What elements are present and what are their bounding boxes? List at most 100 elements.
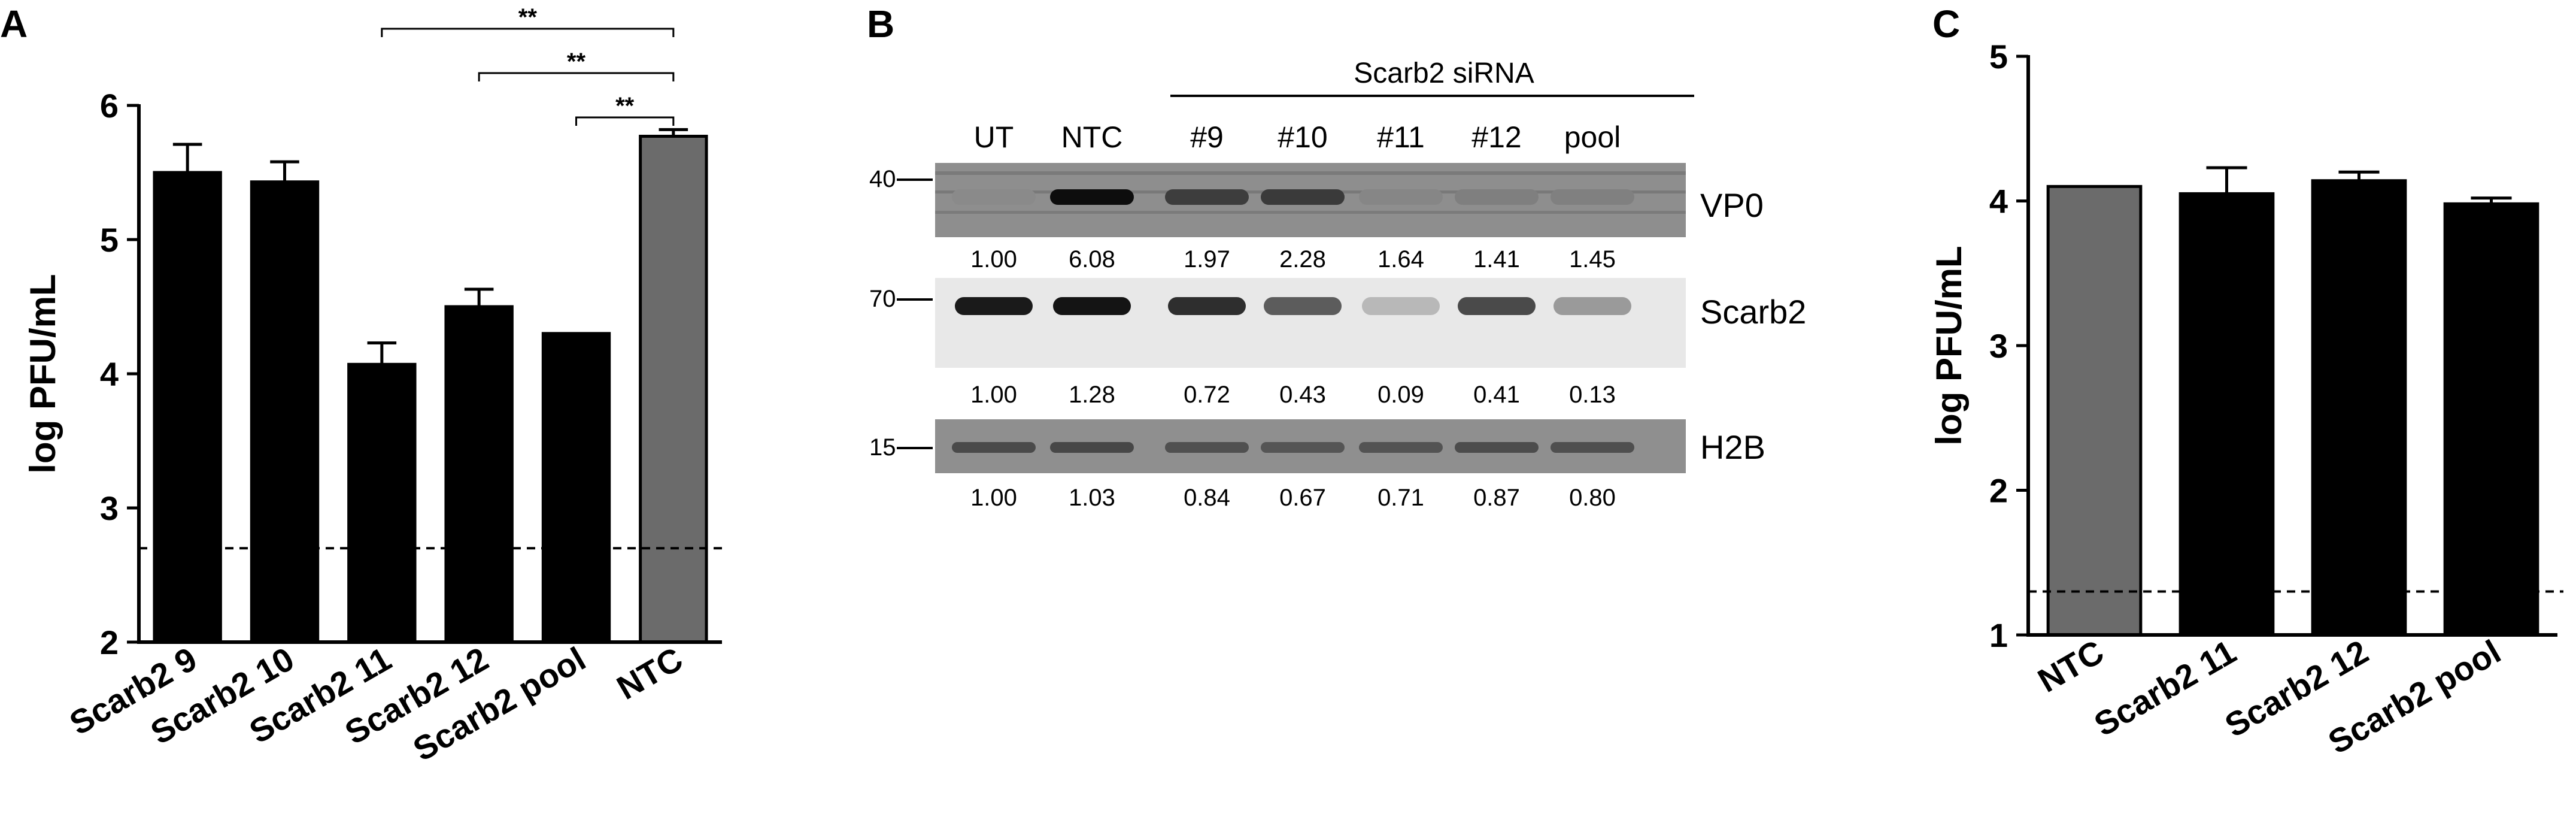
lane-label: #10 — [1278, 120, 1327, 154]
y-tick-label: 4 — [100, 355, 119, 393]
vp0-values: 1.00 6.08 1.97 2.28 1.64 1.41 1.45 — [970, 246, 1616, 273]
y-tick-label: 5 — [100, 221, 119, 259]
blot-band — [1053, 297, 1131, 315]
y-tick-label: 4 — [1989, 183, 2008, 220]
blot-name-vp0: VP0 — [1700, 186, 1764, 224]
significance-label: ** — [567, 49, 586, 75]
y-tick-label: 2 — [1989, 472, 2008, 510]
quant-value: 1.00 — [970, 485, 1017, 511]
quant-value: 0.71 — [1377, 485, 1424, 511]
blot-name-scarb2: Scarb2 — [1700, 293, 1806, 331]
category-label: NTC — [611, 640, 689, 707]
y-axis-label: log PFU/mL — [1929, 246, 1969, 445]
quant-value: 0.41 — [1473, 382, 1520, 408]
y-tick-label: 3 — [100, 489, 119, 527]
blot-scarb2 — [935, 278, 1686, 368]
y-tick-label: 5 — [1989, 38, 2008, 75]
marker-15: 15 — [869, 434, 896, 461]
quant-value: 0.67 — [1279, 485, 1326, 511]
blot-band — [1264, 297, 1342, 315]
lane-label: #11 — [1377, 120, 1425, 154]
blot-band — [1261, 189, 1345, 205]
blot-band — [955, 297, 1033, 315]
h2b-values: 1.00 1.03 0.84 0.67 0.71 0.87 0.80 — [970, 485, 1616, 511]
bar — [2443, 202, 2539, 637]
lane-label: #12 — [1471, 120, 1521, 154]
scarb2-bands — [955, 297, 1631, 315]
y-tick-label: 3 — [1989, 327, 2008, 365]
y-tick-label: 6 — [100, 87, 119, 125]
blot-band — [952, 442, 1036, 453]
bar — [444, 305, 514, 644]
blot-band — [1458, 297, 1536, 315]
significance-label: ** — [615, 93, 635, 119]
lane-label: #9 — [1190, 120, 1224, 154]
bar — [153, 171, 222, 644]
vp0-bands — [952, 189, 1634, 205]
lane-label: pool — [1564, 120, 1621, 154]
lane-label: NTC — [1061, 120, 1123, 154]
bar — [2311, 179, 2407, 637]
blot-band — [1551, 189, 1634, 205]
significance-bracket — [381, 28, 675, 37]
blot-band — [1261, 442, 1345, 453]
quant-value: 0.43 — [1279, 382, 1326, 408]
bar — [541, 332, 611, 644]
significance-bracket — [575, 116, 675, 126]
blot-band — [1359, 189, 1443, 205]
quant-value: 0.09 — [1377, 382, 1424, 408]
quant-value: 0.84 — [1184, 485, 1230, 511]
blot-band — [1551, 442, 1634, 453]
quant-value: 0.13 — [1569, 382, 1616, 408]
quant-value: 1.45 — [1569, 246, 1616, 273]
blot-band — [952, 189, 1036, 205]
blot-band — [1554, 297, 1631, 315]
blot-name-h2b: H2B — [1700, 428, 1765, 466]
quant-value: 1.00 — [970, 382, 1017, 408]
y-axis-label: log PFU/mL — [23, 274, 63, 473]
quant-value: 0.87 — [1473, 485, 1520, 511]
panel-c-letter: C — [1932, 2, 1960, 46]
quant-value: 1.64 — [1377, 246, 1424, 273]
blot-band — [1050, 442, 1134, 453]
blot-band — [1359, 442, 1443, 453]
quant-value: 1.97 — [1184, 246, 1230, 273]
bar — [347, 362, 417, 644]
y-tick-label: 1 — [1989, 616, 2008, 654]
blot-band — [1165, 189, 1249, 205]
quant-value: 1.03 — [1069, 485, 1115, 511]
quant-value: 1.28 — [1069, 382, 1115, 408]
quant-value: 2.28 — [1279, 246, 1326, 273]
category-label: Scarb2 11 — [2087, 633, 2242, 743]
quant-value: 0.72 — [1184, 382, 1230, 408]
marker-70: 70 — [869, 286, 896, 312]
category-label: NTC — [2031, 633, 2110, 700]
bar — [250, 180, 320, 644]
scarb2-values: 1.00 1.28 0.72 0.43 0.09 0.41 0.13 — [970, 382, 1616, 408]
y-tick-label: 2 — [100, 624, 119, 661]
marker-40: 40 — [869, 166, 896, 192]
panel-b: B Scarb2 siRNA UT NTC #9 #10 #11 #12 poo… — [867, 2, 1806, 511]
bar — [639, 135, 708, 644]
blot-band — [1168, 297, 1246, 315]
quant-value: 1.41 — [1473, 246, 1520, 273]
blot-band — [1455, 189, 1539, 205]
h2b-bands — [952, 442, 1634, 453]
panel-b-letter: B — [867, 2, 894, 46]
blot-band — [1455, 442, 1539, 453]
bar — [2178, 192, 2275, 637]
blot-band — [1362, 297, 1440, 315]
bar — [2046, 184, 2143, 637]
blot-band — [1050, 189, 1134, 205]
quant-value: 6.08 — [1069, 246, 1115, 273]
panel-a-letter: A — [0, 2, 28, 46]
significance-label: ** — [518, 4, 538, 31]
blot-band — [1165, 442, 1249, 453]
significance-bracket — [478, 72, 675, 81]
quant-value: 1.00 — [970, 246, 1017, 273]
